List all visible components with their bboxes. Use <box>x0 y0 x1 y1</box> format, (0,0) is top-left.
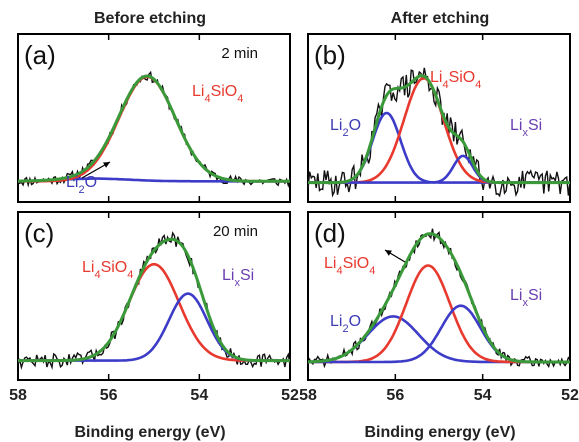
panel-label: (b) <box>314 40 346 70</box>
panel-frame <box>17 211 291 381</box>
time-annotation: 2 min <box>221 45 258 62</box>
x-tick-label: 52 <box>561 387 579 404</box>
xlabel-right: Binding energy (eV) <box>364 424 515 441</box>
panel-frame <box>307 211 571 381</box>
fit-envelope <box>18 74 290 183</box>
label-lixsi: LixSi <box>510 117 542 139</box>
label-lixsi: LixSi <box>222 267 254 289</box>
label-li4sio4: Li4SiO4 <box>82 259 133 281</box>
x-tick-label: 54 <box>190 387 208 404</box>
label-li4sio4: Li4SiO4 <box>324 255 375 277</box>
arrow-head <box>103 162 110 168</box>
peak-lixsi <box>308 154 570 184</box>
raw-spectrum <box>307 67 571 198</box>
raw-spectrum <box>307 228 571 369</box>
label-li4sio4: Li4SiO4 <box>430 69 481 91</box>
x-tick-label: 58 <box>299 387 317 404</box>
arrow-head <box>385 250 392 256</box>
label-li2o: Li2O <box>330 117 361 139</box>
panel-label: (a) <box>24 40 56 70</box>
fit-envelope <box>18 237 290 363</box>
fit-envelope <box>308 232 570 364</box>
x-tick-label: 54 <box>474 387 492 404</box>
panel-frame <box>17 33 291 203</box>
label-li2o: Li2O <box>330 313 361 335</box>
panel-d: 58 56 54 52 (d) Li2O Li4SiO4 LixSi <box>299 211 579 404</box>
peak-li4sio4 <box>18 75 290 183</box>
fit-envelope <box>308 74 570 185</box>
peak-li4sio4 <box>308 264 570 364</box>
label-li2o: Li2O <box>66 174 97 196</box>
title-before-etching: Before etching <box>94 10 206 27</box>
panel-label: (c) <box>24 218 54 248</box>
time-annotation: 20 min <box>213 223 258 240</box>
x-tick-label: 52 <box>281 387 299 404</box>
panel-frame <box>307 33 571 203</box>
panel-c: 58 56 54 52 (c) 20 min Li4SiO4 LixSi <box>9 211 299 404</box>
peak-lixsi <box>18 292 290 362</box>
label-li4sio4: Li4SiO4 <box>192 83 243 105</box>
label-lixsi: LixSi <box>510 287 542 309</box>
panel-label: (d) <box>314 218 346 248</box>
panel-b: (b) Li2O Li4SiO4 LixSi <box>307 33 571 203</box>
x-tick-label: 58 <box>9 387 27 404</box>
xlabel-left: Binding energy (eV) <box>74 424 225 441</box>
panel-a: (a) 2 min Li2O Li4SiO4 <box>17 33 291 203</box>
title-after-etching: After etching <box>391 10 490 27</box>
x-tick-label: 56 <box>100 387 118 404</box>
raw-spectrum <box>17 70 291 189</box>
x-tick-label: 56 <box>386 387 404 404</box>
